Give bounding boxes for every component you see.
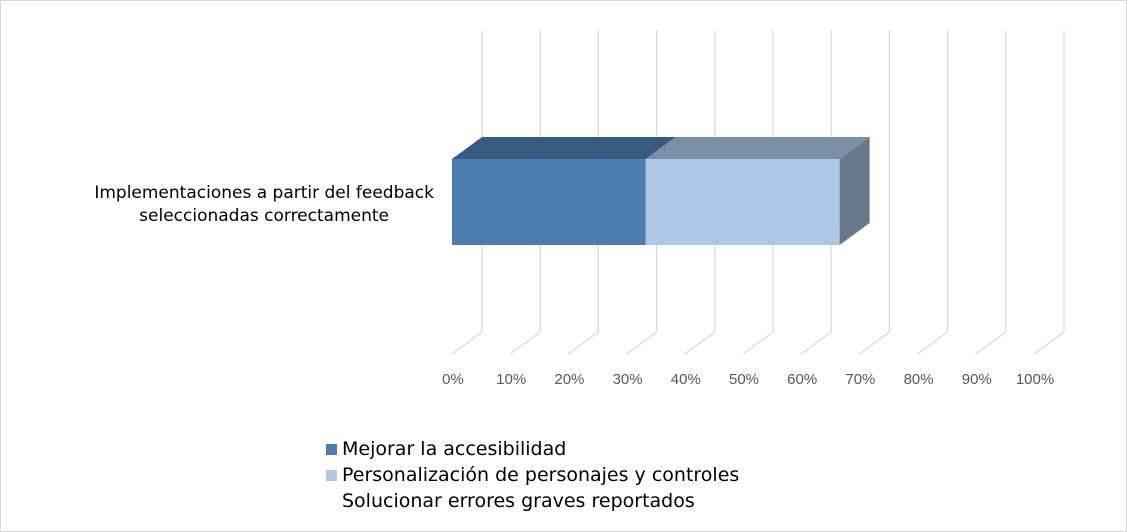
x-tick-label: 40% (671, 371, 701, 388)
legend-item: Mejorar la accesibilidad (326, 436, 886, 462)
legend-label: Personalización de personajes y controle… (342, 464, 740, 486)
bar-top-face (452, 137, 676, 159)
x-tick-label: 30% (613, 371, 643, 388)
legend-swatch (326, 469, 337, 481)
gridline-floor (568, 331, 599, 355)
legend-swatch (326, 495, 337, 507)
bar-segment (645, 137, 870, 245)
x-tick-label: 60% (787, 371, 817, 388)
bar-front-face (645, 159, 840, 245)
gridline-floor (742, 331, 774, 355)
gridline-floor (917, 331, 948, 355)
category-label: Implementaciones a partir del feedback (94, 183, 434, 203)
x-tick-label: 0% (442, 371, 464, 388)
bar-top-face (645, 137, 870, 159)
legend-item: Personalización de personajes y controle… (326, 462, 886, 488)
gridline-floor (626, 331, 657, 355)
bar-side-face (839, 137, 870, 245)
bar-segment (452, 137, 676, 245)
gridline-floor (859, 331, 890, 355)
category-label: seleccionadas correctamente (139, 206, 389, 226)
x-tick-label: 10% (496, 371, 526, 388)
legend-swatch (326, 443, 337, 455)
category-labels: Implementaciones a partir del feedback se… (94, 183, 434, 226)
gridline-floor (684, 331, 716, 355)
legend: Mejorar la accesibilidad Personalización … (326, 436, 886, 514)
x-tick-label: 70% (845, 371, 875, 388)
gridline-floor (975, 331, 1007, 355)
legend-item: Solucionar errores graves reportados (326, 488, 886, 514)
x-tick-label: 100% (1016, 371, 1054, 388)
gridline-floor (509, 331, 541, 355)
x-tick-label: 90% (962, 371, 992, 388)
x-tick-label: 80% (904, 371, 934, 388)
bar-front-face (452, 159, 646, 245)
x-tick-label: 50% (729, 371, 759, 388)
x-tick-label: 20% (554, 371, 584, 388)
bars (452, 137, 870, 245)
legend-label: Mejorar la accesibilidad (342, 438, 567, 460)
gridline-floor (1033, 331, 1065, 355)
legend-label: Solucionar errores graves reportados (342, 490, 695, 512)
gridline-floor (451, 331, 483, 355)
x-tick-labels: 0% 10% 20% 30% 40% 50% 60% 70% 80% 90% 100% (442, 371, 1054, 388)
gridline-floor (800, 331, 832, 355)
